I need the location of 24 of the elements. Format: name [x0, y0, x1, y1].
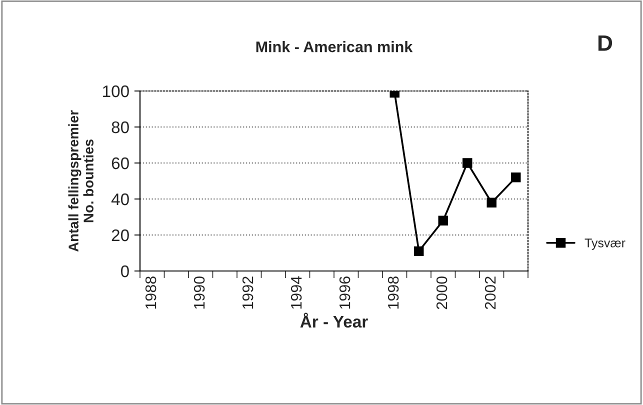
point	[414, 246, 424, 256]
legend-label: Tysvær	[584, 238, 626, 250]
y-tick-label: 100	[103, 85, 129, 98]
y-axis-title: Antall fellingspremier No. bounties	[68, 110, 94, 252]
text: D	[598, 35, 612, 51]
x-axis-title: År - Year	[300, 312, 368, 328]
y-tick-label: 80	[112, 121, 129, 134]
point	[511, 172, 521, 182]
x-tick-label: 2000	[436, 276, 448, 310]
x-tick-label: 1992	[242, 276, 254, 309]
y-tick-label: 40	[111, 193, 129, 206]
y-tick-label: 20	[112, 229, 129, 242]
x-tick-label: 1998	[388, 276, 399, 309]
x-tick-label: 1988	[145, 276, 156, 309]
x-tick-label: 2002	[484, 276, 496, 310]
point	[438, 216, 448, 226]
chart-title: Mink - American mink	[256, 41, 413, 52]
point	[462, 158, 472, 168]
y-tick-label: 60	[112, 157, 129, 170]
point	[486, 198, 496, 208]
y-tick-label: 0	[120, 265, 129, 278]
x-tick-label: 1994	[290, 276, 302, 309]
x-tick-label: 1996	[339, 276, 350, 309]
x-tick-label: 1990	[194, 276, 205, 309]
